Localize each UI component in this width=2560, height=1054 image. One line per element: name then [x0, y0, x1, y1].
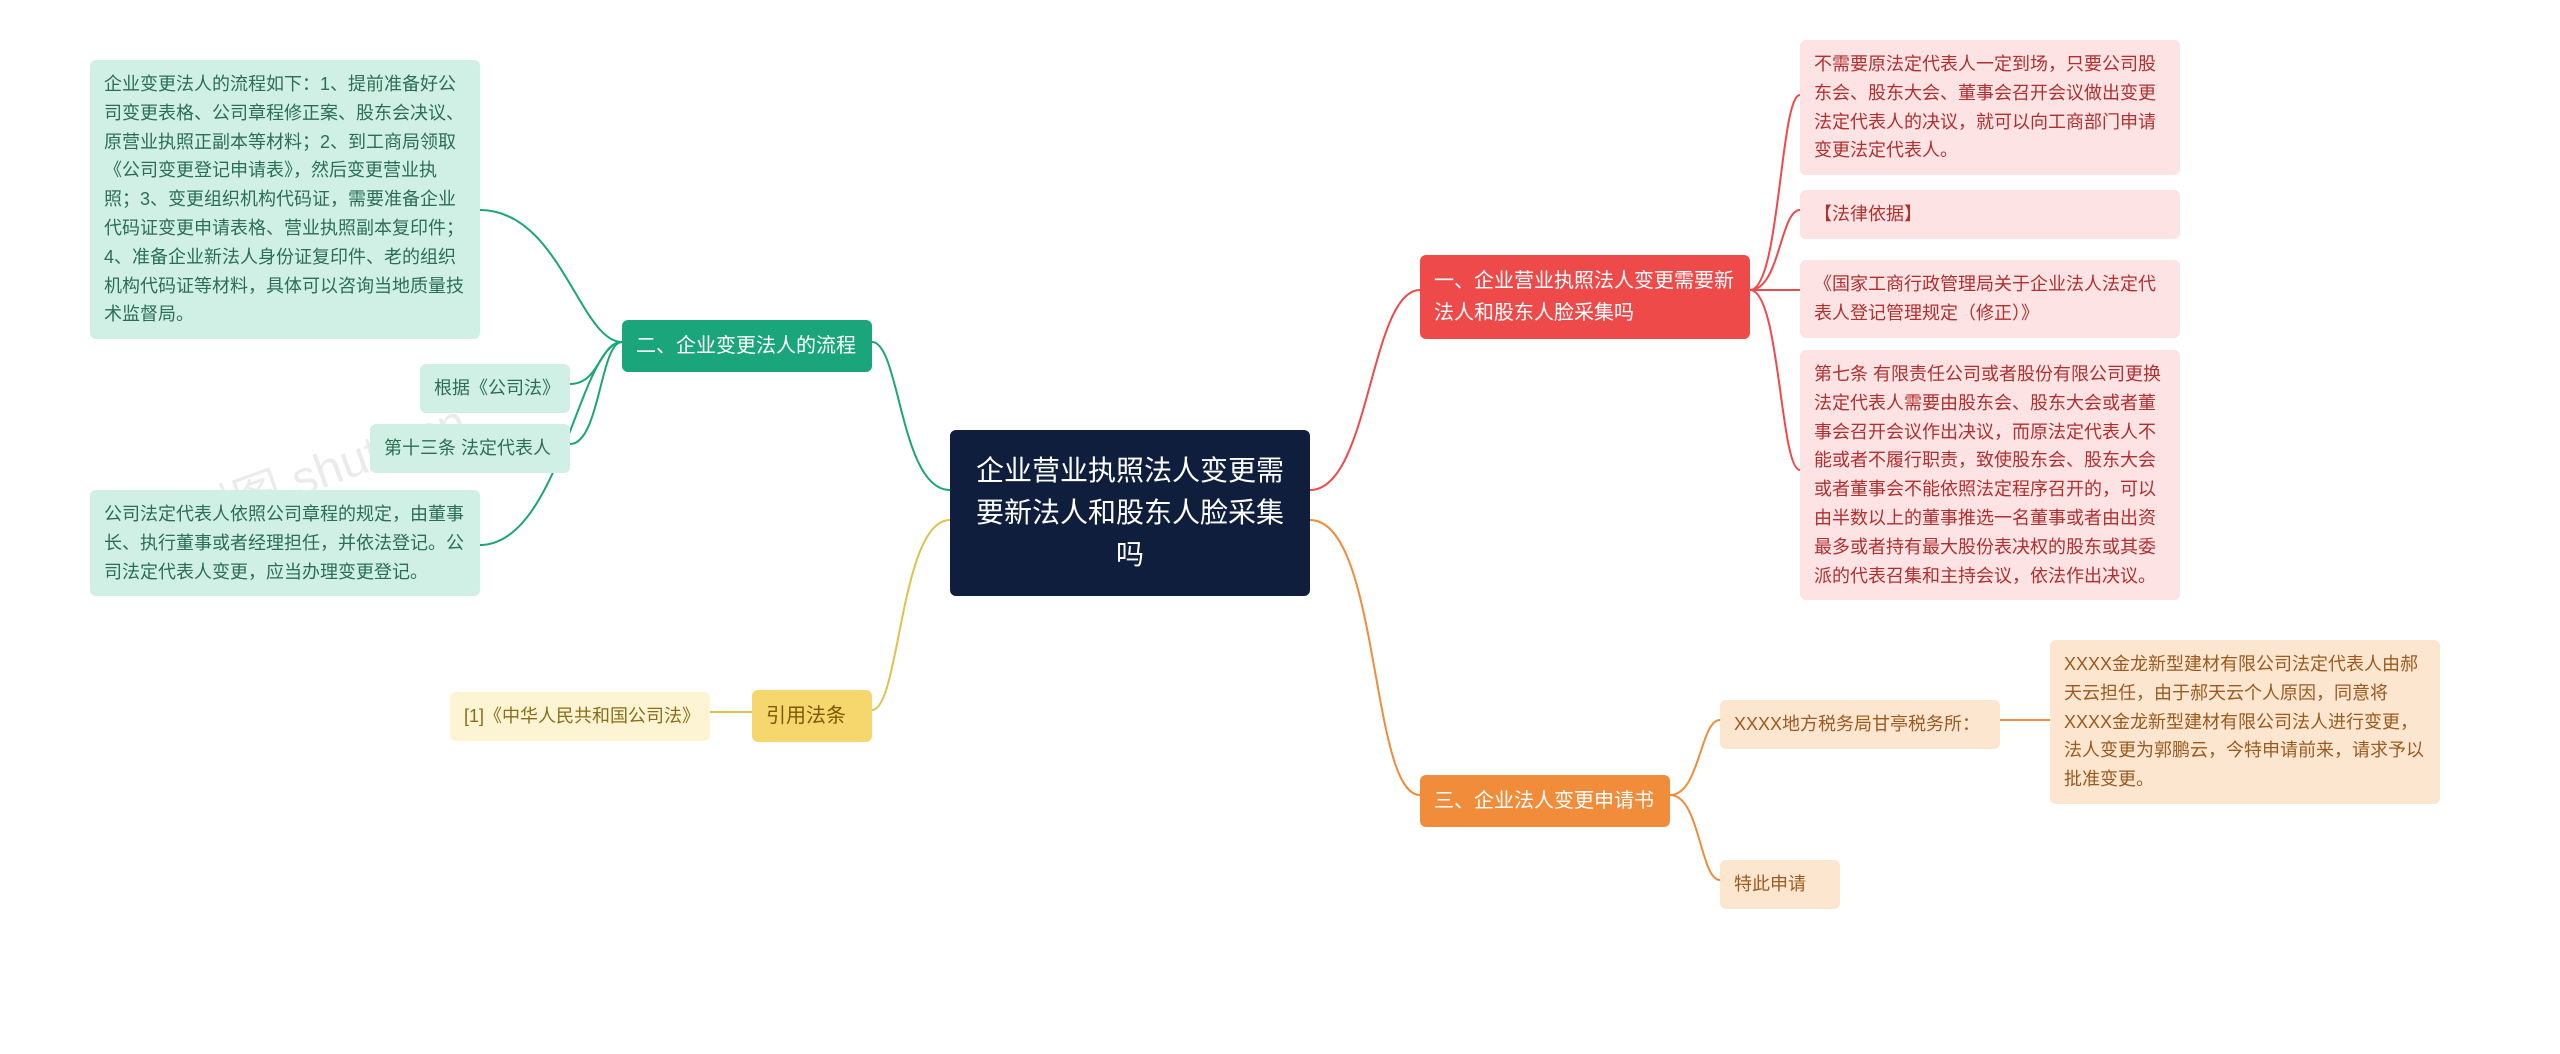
branch-4-leaf-0: [1]《中华人民共和国公司法》	[450, 692, 710, 741]
branch-2-leaf-0: 企业变更法人的流程如下：1、提前准备好公司变更表格、公司章程修正案、股东会决议、…	[90, 60, 480, 339]
leaf-text: 企业变更法人的流程如下：1、提前准备好公司变更表格、公司章程修正案、股东会决议、…	[104, 74, 464, 324]
root-text: 企业营业执照法人变更需要新法人和股东人脸采集吗	[976, 455, 1284, 570]
branch-1-leaf-0: 不需要原法定代表人一定到场，只要公司股东会、股东大会、董事会召开会议做出变更法定…	[1800, 40, 2180, 175]
leaf-text: 《国家工商行政管理局关于企业法人法定代表人登记管理规定（修正）》	[1814, 274, 2156, 323]
leaf-text: XXXX地方税务局甘亭税务所：	[1734, 714, 1980, 734]
branch-3-leaf-0-sub: XXXX金龙新型建材有限公司法定代表人由郝天云担任，由于郝天云个人原因，同意将X…	[2050, 640, 2440, 804]
branch-2-leaf-3: 公司法定代表人依照公司章程的规定，由董事长、执行董事或者经理担任，并依法登记。公…	[90, 490, 480, 596]
branch-1-leaf-3: 第七条 有限责任公司或者股份有限公司更换法定代表人需要由股东会、股东大会或者董事…	[1800, 350, 2180, 600]
branch-3-leaf-1: 特此申请	[1720, 860, 1840, 909]
branch-1: 一、企业营业执照法人变更需要新法人和股东人脸采集吗	[1420, 255, 1750, 339]
branch-2-label: 二、企业变更法人的流程	[636, 335, 856, 357]
leaf-text: 特此申请	[1734, 874, 1806, 894]
leaf-text: 【法律依据】	[1814, 204, 1922, 224]
leaf-text: 第十三条 法定代表人	[384, 438, 551, 458]
leaf-text: XXXX金龙新型建材有限公司法定代表人由郝天云担任，由于郝天云个人原因，同意将X…	[2064, 654, 2424, 789]
branch-2-leaf-2: 第十三条 法定代表人	[370, 424, 570, 473]
branch-2: 二、企业变更法人的流程	[622, 320, 872, 372]
branch-2-leaf-1: 根据《公司法》	[420, 364, 570, 413]
leaf-text: 不需要原法定代表人一定到场，只要公司股东会、股东大会、董事会召开会议做出变更法定…	[1814, 54, 2156, 160]
branch-1-label: 一、企业营业执照法人变更需要新法人和股东人脸采集吗	[1434, 270, 1734, 324]
branch-1-leaf-1: 【法律依据】	[1800, 190, 2180, 239]
leaf-text: 第七条 有限责任公司或者股份有限公司更换法定代表人需要由股东会、股东大会或者董事…	[1814, 364, 2161, 586]
branch-1-leaf-2: 《国家工商行政管理局关于企业法人法定代表人登记管理规定（修正）》	[1800, 260, 2180, 338]
leaf-text: 根据《公司法》	[434, 378, 560, 398]
branch-3-label: 三、企业法人变更申请书	[1434, 790, 1654, 812]
branch-4: 引用法条	[752, 690, 872, 742]
leaf-text: 公司法定代表人依照公司章程的规定，由董事长、执行董事或者经理担任，并依法登记。公…	[104, 504, 464, 582]
root-node: 企业营业执照法人变更需要新法人和股东人脸采集吗	[950, 430, 1310, 596]
branch-3-leaf-0: XXXX地方税务局甘亭税务所：	[1720, 700, 2000, 749]
branch-3: 三、企业法人变更申请书	[1420, 775, 1670, 827]
branch-4-label: 引用法条	[766, 705, 846, 727]
leaf-text: [1]《中华人民共和国公司法》	[464, 706, 700, 726]
